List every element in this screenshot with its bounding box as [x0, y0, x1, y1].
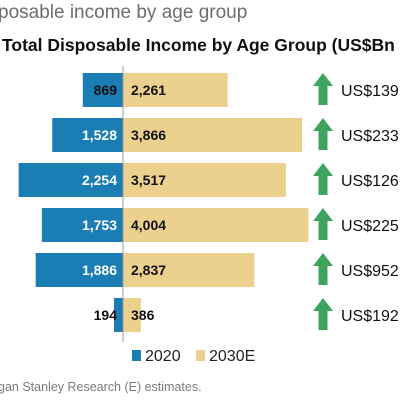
- legend-swatch-2020: [132, 350, 141, 361]
- growth-label-3: US$225: [341, 218, 399, 235]
- bar-2030e-1: [123, 118, 302, 152]
- bar-2030e-4: [123, 253, 255, 287]
- arrow-up-icon: [313, 298, 333, 330]
- bar-2020-1: [52, 118, 123, 152]
- bar-2020-5: [114, 298, 123, 332]
- value-label-2020-0: 869: [94, 82, 118, 98]
- bar-2030e-2: [123, 163, 286, 197]
- value-label-2030e-0: 2,261: [131, 82, 166, 98]
- growth-label-4: US$952: [341, 263, 399, 280]
- value-label-2020-4: 1,886: [82, 262, 117, 278]
- value-label-2020-1: 1,528: [82, 127, 117, 143]
- bar-2030e-0: [123, 73, 228, 107]
- value-label-2020-5: 194: [94, 307, 118, 323]
- value-label-2020-2: 2,254: [82, 172, 117, 188]
- source-footnote: gan Stanley Research (E) estimates.: [0, 380, 202, 394]
- arrow-up-icon: [313, 253, 333, 285]
- bar-2020-4: [35, 253, 123, 287]
- arrow-up-icon: [313, 73, 333, 105]
- growth-label-0: US$139: [341, 83, 399, 100]
- legend-label-2030e: 2030E: [209, 348, 255, 365]
- legend-label-2020: 2020: [145, 348, 181, 365]
- value-label-2020-3: 1,753: [82, 217, 117, 233]
- bar-2020-2: [18, 163, 123, 197]
- legend-swatch-2030e: [196, 350, 205, 361]
- value-label-2030e-4: 2,837: [131, 262, 166, 278]
- value-label-2030e-1: 3,866: [131, 127, 166, 143]
- arrow-up-icon: [313, 118, 333, 150]
- value-label-2030e-3: 4,004: [131, 217, 166, 233]
- arrow-up-icon: [313, 163, 333, 195]
- growth-label-5: US$192: [341, 308, 399, 325]
- value-label-2030e-5: 386: [131, 307, 155, 323]
- value-label-2030e-2: 3,517: [131, 172, 166, 188]
- bar-2020-0: [82, 73, 123, 107]
- bar-2020-3: [41, 208, 123, 242]
- page-heading: posable income by age group: [0, 2, 248, 23]
- growth-label-1: US$233: [341, 128, 399, 145]
- bar-2030e-3: [123, 208, 309, 242]
- arrow-up-icon: [313, 208, 333, 240]
- growth-label-2: US$126: [341, 173, 399, 190]
- bar-2030e-5: [123, 298, 141, 332]
- chart-title: Total Disposable Income by Age Group (US…: [2, 35, 395, 55]
